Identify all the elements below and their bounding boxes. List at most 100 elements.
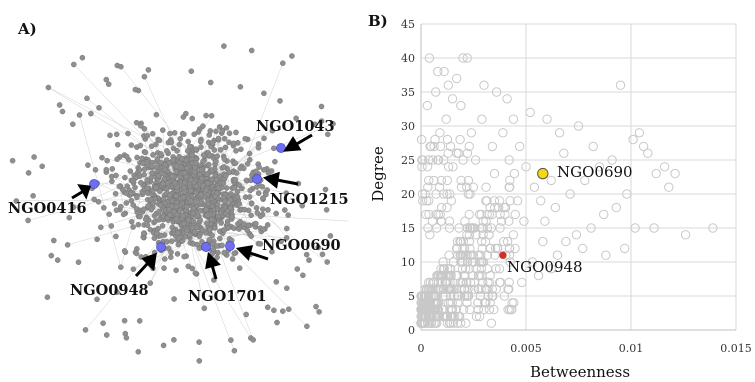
- network-node: [213, 176, 220, 183]
- scatter-point: [499, 291, 510, 301]
- scatter-point: [473, 270, 484, 281]
- network-node: [252, 220, 259, 227]
- network-node: [136, 318, 143, 324]
- network-node: [190, 241, 196, 247]
- network-node: [171, 296, 177, 302]
- network-node: [234, 193, 241, 200]
- network-node: [144, 185, 150, 192]
- node-ngo1701: [201, 242, 211, 252]
- scatter-point: [486, 223, 496, 233]
- scatter-point: [445, 298, 456, 308]
- network-node: [109, 166, 116, 172]
- network-node: [137, 123, 144, 129]
- scatter-point: [456, 182, 467, 192]
- scatter-point: [540, 216, 550, 226]
- network-node: [200, 182, 206, 189]
- scatter-point: [561, 236, 571, 247]
- scatter-point: [474, 311, 485, 322]
- network-node: [118, 63, 124, 70]
- scatter-point: [542, 114, 552, 124]
- network-node: [13, 198, 20, 204]
- network-node: [319, 251, 326, 258]
- network-edge: [79, 114, 122, 268]
- network-node: [299, 202, 306, 209]
- scatter-point: [599, 209, 609, 220]
- arrow-ngo0416: [71, 184, 92, 200]
- callout-arrows: [71, 133, 313, 280]
- scatter-point: [456, 236, 466, 247]
- arrow-ngo1215: [262, 171, 299, 189]
- scatter-point: [439, 66, 449, 77]
- scatter-point: [505, 196, 515, 206]
- network-node: [226, 130, 233, 136]
- network-node: [231, 347, 238, 354]
- network-node: [244, 227, 251, 234]
- network-node: [103, 332, 110, 338]
- scatter-point: [477, 114, 487, 124]
- node-ngo0416: [89, 179, 99, 189]
- scatter-point: [421, 209, 431, 220]
- scatter-point: [421, 291, 432, 301]
- scatter-point: [423, 182, 433, 192]
- network-node: [200, 152, 207, 158]
- network-node: [206, 152, 213, 159]
- network-node: [269, 127, 276, 134]
- scatter-point: [494, 277, 505, 288]
- scatter-point: [496, 216, 507, 226]
- scatter-point: [499, 202, 509, 213]
- scatter-point: [708, 223, 718, 233]
- scatter-point: [485, 243, 496, 254]
- network-node: [191, 228, 198, 235]
- network-node: [253, 205, 260, 211]
- network-node: [189, 115, 195, 122]
- network-node: [215, 135, 222, 142]
- network-node: [227, 205, 234, 212]
- network-node: [137, 213, 143, 220]
- node-ngo1215: [252, 174, 262, 184]
- scatter-point: [484, 230, 494, 240]
- scatter-point: [586, 223, 596, 233]
- network-node: [94, 296, 100, 303]
- network-node: [76, 112, 83, 118]
- network-node: [200, 123, 206, 129]
- network-node: [149, 130, 156, 137]
- network-node: [281, 207, 288, 213]
- network-node: [153, 141, 159, 148]
- network-node: [154, 155, 161, 162]
- network-node: [98, 224, 104, 231]
- scatter-point: [481, 284, 491, 294]
- network-node: [316, 308, 322, 315]
- network-node: [185, 217, 192, 224]
- network-node: [70, 121, 76, 127]
- network-node: [229, 213, 235, 220]
- scatter-point: [594, 162, 605, 172]
- network-node: [313, 303, 319, 310]
- scatter-point: [428, 155, 438, 165]
- network-node: [187, 198, 194, 205]
- arrow-ngo0948: [134, 252, 157, 278]
- network-node: [170, 157, 176, 163]
- network-node: [190, 210, 197, 217]
- network-node: [210, 246, 217, 252]
- network-node: [303, 251, 310, 258]
- network-node: [222, 144, 229, 151]
- network-node: [259, 206, 266, 212]
- network-node: [196, 358, 203, 364]
- network-node: [142, 216, 149, 223]
- network-node: [96, 105, 102, 111]
- network-node: [300, 272, 306, 279]
- network-node: [240, 165, 247, 172]
- network-node: [233, 129, 239, 136]
- scatter-point: [444, 250, 454, 260]
- network-node: [226, 139, 232, 146]
- network-node: [130, 224, 136, 230]
- network-node: [155, 173, 162, 179]
- network-node: [114, 289, 120, 296]
- network-node: [66, 214, 73, 221]
- network-node: [221, 227, 228, 234]
- network-node: [198, 199, 205, 205]
- network-node: [233, 170, 240, 176]
- network-node: [137, 142, 143, 149]
- network-node: [214, 153, 220, 159]
- scatter-point: [436, 175, 447, 186]
